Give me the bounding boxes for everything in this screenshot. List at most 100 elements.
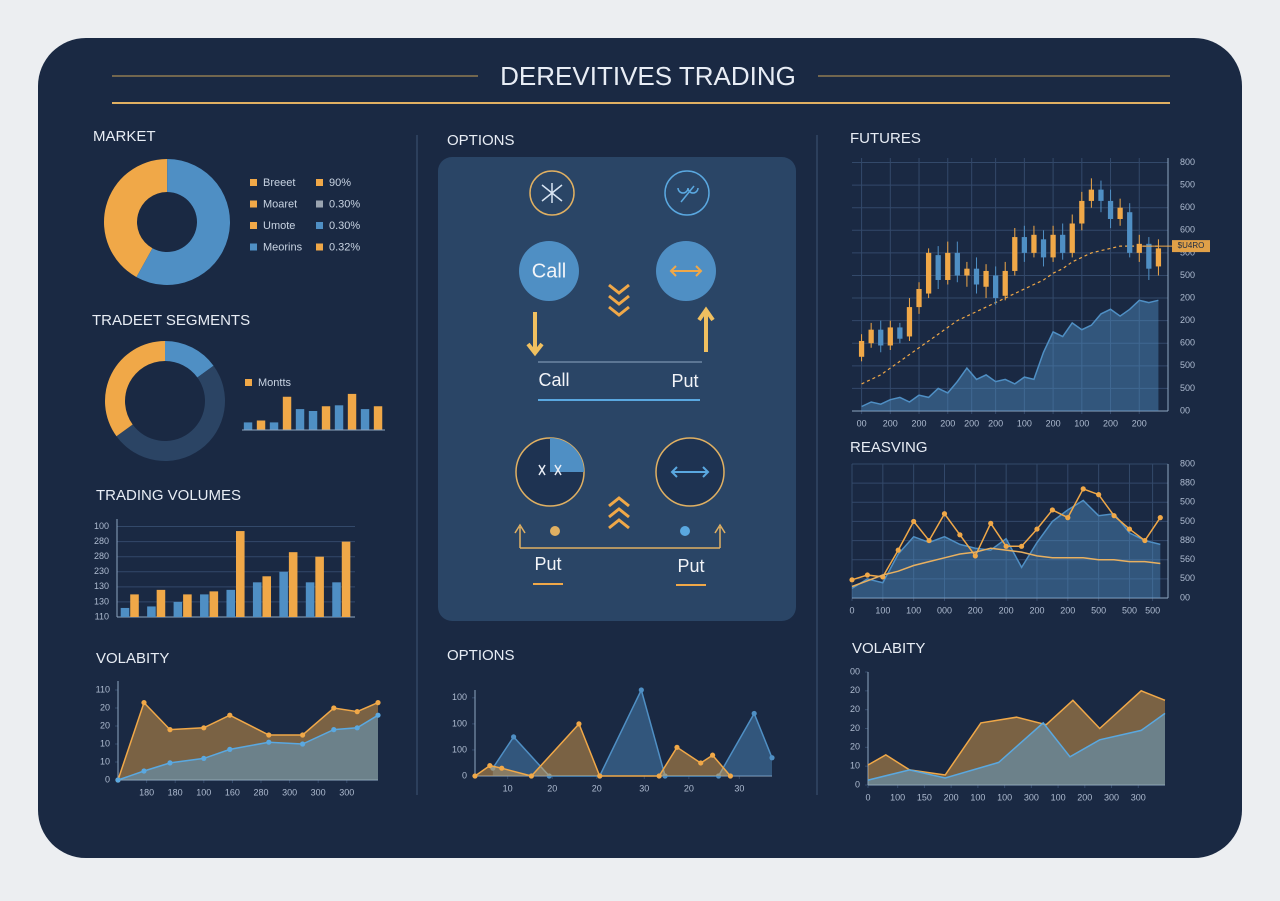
bar [243,422,253,430]
x-tick-label: 20 [547,783,557,793]
chart-title: VOLABITY [852,640,925,657]
point [597,773,603,779]
x-tick-label: 100 [997,792,1012,802]
x-tick-label: 100 [970,792,985,802]
x-tick-label: 00 [857,418,867,428]
point [751,710,757,717]
y-tick-label: 280 [94,536,109,546]
candle-body [858,340,865,357]
point [266,739,272,745]
x-tick-label: 20 [592,783,602,793]
x-tick-label: 300 [282,787,297,797]
x-tick-label: 180 [139,787,154,797]
candle-body [916,289,922,308]
point [141,700,147,706]
legend-label: Umote [263,220,295,232]
page-title: DEREVITIVES TRADING [500,61,796,91]
icon [677,185,699,203]
legend-swatch [250,222,257,229]
candle-body [1098,189,1104,201]
y-tick-label: 500 [1180,497,1195,507]
y-tick-label: 600 [1180,225,1195,235]
y-tick-label: 10 [100,756,110,766]
legend-swatch [250,200,257,208]
x-tick-label: 0 [849,605,854,615]
x-tick-label: 0 [865,792,870,802]
point [375,700,381,706]
bar [209,591,219,617]
bar [305,582,315,617]
y-tick-label: 200 [1180,292,1195,302]
bar [130,594,139,617]
y-tick-label: 500 [1180,383,1195,393]
y-tick-label: 20 [850,742,860,752]
point [331,727,337,733]
point [1034,526,1040,532]
y-tick-label: 500 [1180,360,1195,370]
put-label: Put [534,554,561,574]
y-tick-label: 880 [1180,535,1195,545]
point [1096,492,1102,498]
point [1018,543,1025,549]
y-tick-label: 200 [1180,315,1195,325]
point [727,773,734,779]
bar [183,594,192,617]
area [868,690,1165,785]
bar [173,601,183,617]
chart-title: TRADING VOLUMES [96,487,241,504]
bar [332,582,341,617]
candle-body [1031,234,1037,253]
point [662,773,668,779]
legend-swatch [316,243,323,251]
icon [541,183,563,203]
candle-body [954,252,960,276]
pie-slice [103,159,168,278]
y-tick-label: 20 [100,702,110,712]
x-tick-label: 500 [1122,605,1137,615]
call-button-label[interactable]: Call [532,260,566,282]
candle-body [1088,189,1095,201]
line [861,299,1159,408]
bar [347,393,357,430]
candle-body [887,327,893,346]
point [1157,515,1163,521]
x-tick-label: 000 [937,605,952,615]
call-button[interactable] [519,241,579,301]
point [769,755,775,761]
point [1142,537,1148,544]
x-tick-label: 500 [1145,605,1160,615]
y-tick-label: 280 [94,551,109,561]
candle-body [1107,200,1114,219]
y-tick-label: 500 [1180,179,1195,189]
area [118,715,378,780]
point [1080,486,1086,492]
point [528,773,535,779]
candle-body [1079,200,1085,224]
legend-value: 90% [329,177,351,189]
bar [282,396,292,430]
candle-body [1069,223,1075,253]
line [861,245,1159,385]
area [492,690,772,776]
candle-body [1002,270,1008,296]
arrow-down [526,312,544,357]
y-tick-label: 0 [855,779,860,789]
arrow-up [697,306,715,352]
candle-body [935,255,941,280]
legend-label: Breeet [263,177,295,189]
point [864,572,871,578]
icon [608,283,630,317]
bar [360,409,370,430]
point [926,537,932,544]
y-tick-label: 100 [94,521,109,531]
x-tick-label: 10 [503,783,513,793]
bar [315,556,324,617]
area [861,300,1159,411]
bar [295,409,305,430]
icon [529,170,575,216]
legend-label: Montts [258,377,292,389]
candle-body [1117,207,1123,219]
point [941,511,948,517]
legend-label: Meorins [263,241,303,253]
point [499,765,505,771]
